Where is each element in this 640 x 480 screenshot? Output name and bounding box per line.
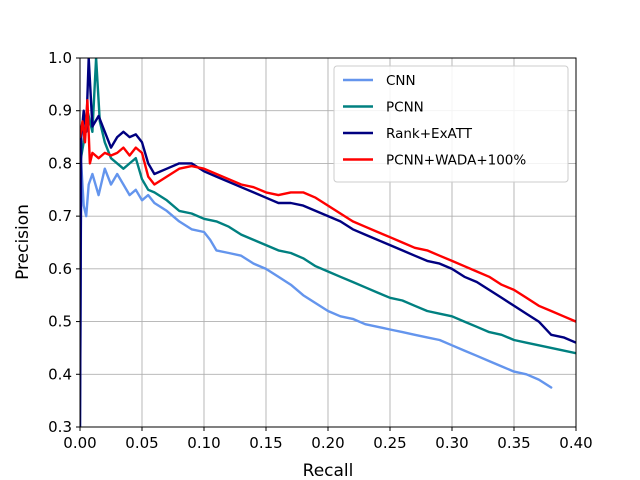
y-tick-label: 0.8 <box>48 154 72 172</box>
series-line-pcnn <box>80 58 576 355</box>
y-tick-label: 0.7 <box>48 207 72 225</box>
x-tick-label: 0.05 <box>125 434 158 452</box>
x-tick-label: 0.00 <box>63 434 96 452</box>
y-axis-ticks: 0.3 0.4 0.5 0.6 0.7 0.8 0.9 1.0 <box>48 49 80 436</box>
y-tick-label: 0.5 <box>48 313 72 331</box>
series-lines <box>80 58 576 427</box>
y-tick-label: 0.9 <box>48 102 72 120</box>
series-line-cnn <box>80 162 553 427</box>
x-tick-label: 0.30 <box>435 434 468 452</box>
x-tick-label: 0.40 <box>559 434 592 452</box>
legend: CNN PCNN Rank+ExATT PCNN+WADA+100% <box>333 65 569 183</box>
series-line-pcnn-wada-100- <box>80 99 576 323</box>
legend-box <box>333 65 569 183</box>
y-tick-label: 1.0 <box>48 49 72 67</box>
y-tick-label: 0.6 <box>48 260 72 278</box>
series-line-rank-exatt <box>80 58 576 427</box>
legend-label: PCNN+WADA+100% <box>386 153 526 169</box>
x-tick-label: 0.10 <box>187 434 220 452</box>
y-axis-label: Precision <box>13 204 33 280</box>
legend-label: PCNN <box>386 100 424 116</box>
legend-label: CNN <box>386 73 416 89</box>
x-axis-ticks: 0.00 0.05 0.10 0.15 0.20 0.25 0.30 0.35 0.40 <box>63 427 593 452</box>
x-tick-label: 0.25 <box>373 434 406 452</box>
y-tick-label: 0.3 <box>48 418 72 436</box>
x-tick-label: 0.20 <box>311 434 344 452</box>
legend-label: Rank+ExATT <box>386 126 473 142</box>
y-tick-label: 0.4 <box>48 365 72 383</box>
x-tick-label: 0.35 <box>497 434 530 452</box>
x-tick-label: 0.15 <box>249 434 282 452</box>
x-axis-label: Recall <box>303 461 354 480</box>
